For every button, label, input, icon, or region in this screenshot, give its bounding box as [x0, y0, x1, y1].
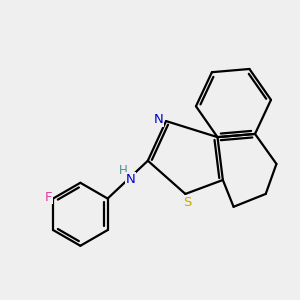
Text: N: N — [154, 113, 164, 126]
Text: S: S — [183, 196, 191, 209]
Text: H: H — [119, 164, 128, 177]
Text: F: F — [45, 190, 52, 203]
Text: N: N — [125, 172, 135, 185]
